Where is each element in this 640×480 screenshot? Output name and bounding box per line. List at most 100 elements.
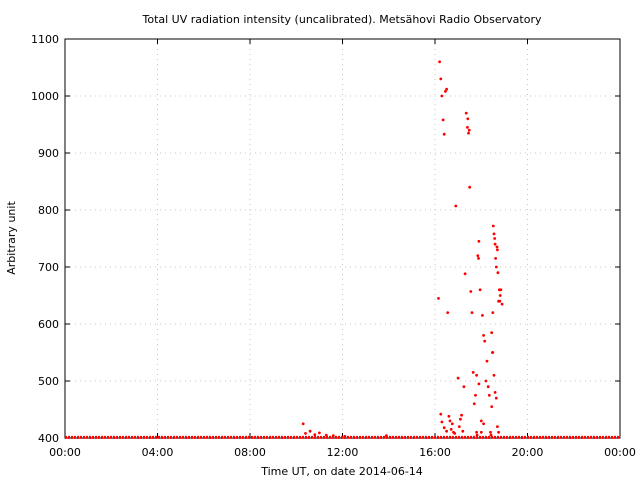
data-point: [487, 393, 491, 397]
data-point: [450, 422, 454, 426]
data-point: [491, 224, 495, 228]
data-point: [453, 432, 457, 435]
data-point: [484, 379, 488, 383]
x-axis-label: Time UT, on date 2014-06-14: [260, 465, 423, 478]
data-point: [469, 290, 473, 293]
data-point: [477, 257, 480, 260]
data-point: [343, 434, 347, 438]
data-point: [456, 376, 460, 380]
data-point: [439, 412, 443, 416]
x-tick-label: 12:00: [327, 446, 359, 459]
data-point: [454, 204, 458, 208]
data-point: [439, 77, 443, 81]
grid-lines: [65, 39, 620, 438]
data-point: [479, 419, 483, 423]
data-point: [440, 420, 444, 424]
data-point: [385, 434, 388, 438]
data-point: [445, 87, 448, 91]
data-point: [482, 422, 485, 426]
data-point: [438, 60, 441, 64]
data-point: [482, 334, 485, 337]
x-tick-label: 20:00: [512, 446, 544, 459]
data-point: [449, 428, 453, 431]
data-point: [496, 248, 499, 252]
data-point: [472, 402, 476, 406]
data-point: [442, 426, 446, 430]
data-point: [467, 131, 470, 135]
y-tick-label: 1000: [31, 90, 59, 103]
y-tick-label: 800: [38, 204, 59, 217]
data-point: [489, 430, 492, 434]
data-point: [448, 419, 452, 423]
data-point: [466, 117, 470, 121]
data-point: [483, 339, 487, 343]
data-point: [460, 413, 463, 417]
y-tick-label: 700: [38, 261, 59, 274]
data-point: [493, 242, 497, 246]
y-tick-label: 500: [38, 375, 59, 388]
data-point: [500, 302, 504, 306]
y-tick-label: 1100: [31, 33, 59, 46]
x-tick-label: 00:00: [604, 446, 636, 459]
data-point: [492, 373, 496, 377]
y-tick-label: 400: [38, 432, 59, 445]
data-point: [481, 314, 484, 317]
data-point: [468, 185, 472, 189]
data-point: [331, 434, 335, 438]
data-point: [493, 237, 497, 240]
data-points: [65, 60, 620, 439]
data-point: [494, 265, 498, 269]
data-point: [478, 288, 482, 292]
data-point: [497, 430, 500, 434]
y-tick-label: 600: [38, 318, 59, 331]
data-point: [474, 393, 477, 397]
plot-frame: [64, 38, 621, 439]
data-point: [324, 433, 328, 437]
data-point: [477, 239, 481, 243]
data-point: [477, 382, 481, 386]
data-point: [463, 272, 467, 276]
data-point: [493, 391, 497, 394]
data-point: [446, 311, 450, 314]
data-point: [462, 385, 466, 389]
data-point: [313, 433, 317, 436]
data-point: [496, 425, 499, 428]
data-point: [467, 128, 471, 132]
data-point: [486, 385, 490, 389]
data-point: [476, 254, 480, 257]
data-point: [475, 373, 478, 377]
y-axis-label: Arbitrary unit: [5, 201, 18, 275]
x-tick-label: 08:00: [234, 446, 266, 459]
data-point: [475, 430, 478, 434]
data-point: [445, 429, 448, 433]
data-point: [470, 311, 474, 314]
data-point: [447, 414, 451, 418]
data-point: [466, 126, 469, 129]
data-point: [498, 299, 502, 303]
data-point: [489, 433, 493, 437]
data-point: [444, 90, 447, 93]
data-point: [442, 132, 446, 136]
data-point: [441, 118, 445, 122]
data-point: [495, 245, 499, 249]
data-point: [440, 94, 444, 98]
data-point: [491, 311, 495, 314]
data-point: [437, 297, 440, 300]
data-point: [490, 331, 494, 334]
y-tick-label: 900: [38, 147, 59, 160]
data-point: [475, 433, 479, 437]
data-point: [499, 288, 503, 292]
axis-ticks: 400 500 600 700 800 900 1000 1100 00:00 04:00 08:0…: [31, 33, 636, 459]
x-tick-label: 04:00: [142, 446, 174, 459]
data-point: [308, 429, 312, 433]
data-point: [471, 371, 475, 374]
data-point: [461, 429, 465, 433]
data-point: [301, 422, 305, 426]
data-point: [490, 405, 494, 408]
x-tick-label: 00:00: [49, 446, 81, 459]
data-point: [498, 294, 502, 297]
data-point: [464, 111, 468, 115]
data-point: [479, 430, 483, 434]
data-point: [485, 359, 489, 363]
